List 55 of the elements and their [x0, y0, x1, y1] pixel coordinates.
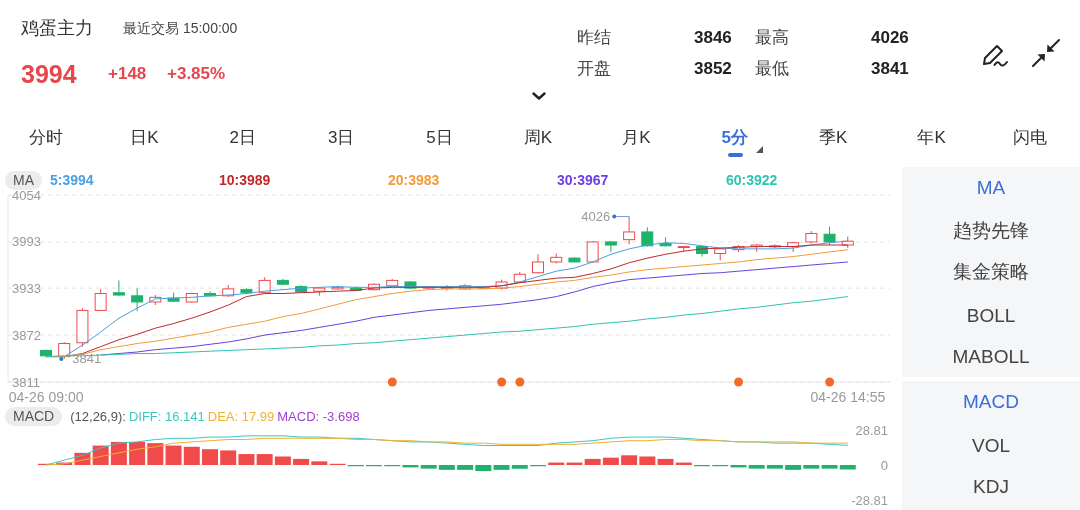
- text: 集金策略: [953, 261, 1029, 283]
- text: 年K: [917, 128, 946, 148]
- text: 4026: [871, 28, 909, 48]
- annotation: 3841: [72, 351, 102, 367]
- text: VOL: [971, 435, 1011, 457]
- text: 昨结: [577, 28, 611, 48]
- text: 趋势先锋: [953, 220, 1029, 242]
- text: 3994: [21, 59, 77, 88]
- text: MA: [976, 177, 1006, 199]
- text: MACD: -3.698: [277, 408, 360, 424]
- text: 30:3967: [557, 172, 609, 188]
- text: BOLL: [966, 305, 1016, 327]
- text: 分时: [29, 128, 63, 148]
- text: 闪电: [1013, 128, 1047, 148]
- text: 最高: [755, 28, 789, 48]
- x-tick-label: 04-26 14:55: [810, 388, 886, 405]
- y-tick-label: 28.81: [855, 422, 888, 438]
- text: +3.85%: [167, 64, 226, 84]
- text: 60:3922: [726, 172, 778, 188]
- chart-subtitle: (12,26,9):: [70, 408, 126, 424]
- x-tick-label: 04-26 09:00: [8, 388, 84, 405]
- text: 5分: [721, 128, 749, 148]
- text: 月K: [622, 128, 651, 148]
- text: 3852: [694, 59, 732, 79]
- text: 日K: [130, 128, 159, 148]
- series-label: DIFF: 16.141: [128, 408, 205, 424]
- text: 最低: [755, 59, 789, 79]
- text: 5:3994: [50, 172, 94, 188]
- text: 20:3983: [388, 172, 440, 188]
- text: 3841: [871, 59, 909, 79]
- text: 3日: [327, 128, 355, 148]
- y-tick-label: 3872: [12, 327, 41, 343]
- text: 3846: [694, 28, 732, 48]
- legend-title: MA: [13, 171, 34, 188]
- annotation: 4026: [581, 209, 611, 225]
- y-tick-label: 3933: [12, 280, 41, 296]
- text: +148: [108, 64, 147, 84]
- series-label: DEA: 17.99: [207, 408, 275, 424]
- text: 5日: [426, 128, 453, 148]
- text: MABOLL: [952, 346, 1030, 368]
- text: 周K: [523, 128, 553, 148]
- text: 10:3989: [219, 172, 271, 188]
- text: 季K: [819, 128, 848, 148]
- y-tick-label: -28.81: [851, 492, 888, 508]
- text: 开盘: [577, 59, 611, 79]
- y-tick-label: 4054: [12, 187, 41, 203]
- y-tick-label: 0: [880, 457, 888, 473]
- text: MACD: [963, 391, 1019, 413]
- text: 最近交易 15:00:00: [123, 19, 238, 36]
- text: KDJ: [973, 476, 1009, 498]
- y-tick-label: 3811: [12, 374, 40, 390]
- text: 鸡蛋主力: [21, 17, 93, 38]
- legend-title: MACD: [13, 407, 55, 424]
- text: 2日: [229, 128, 257, 148]
- y-tick-label: 3993: [12, 234, 41, 250]
